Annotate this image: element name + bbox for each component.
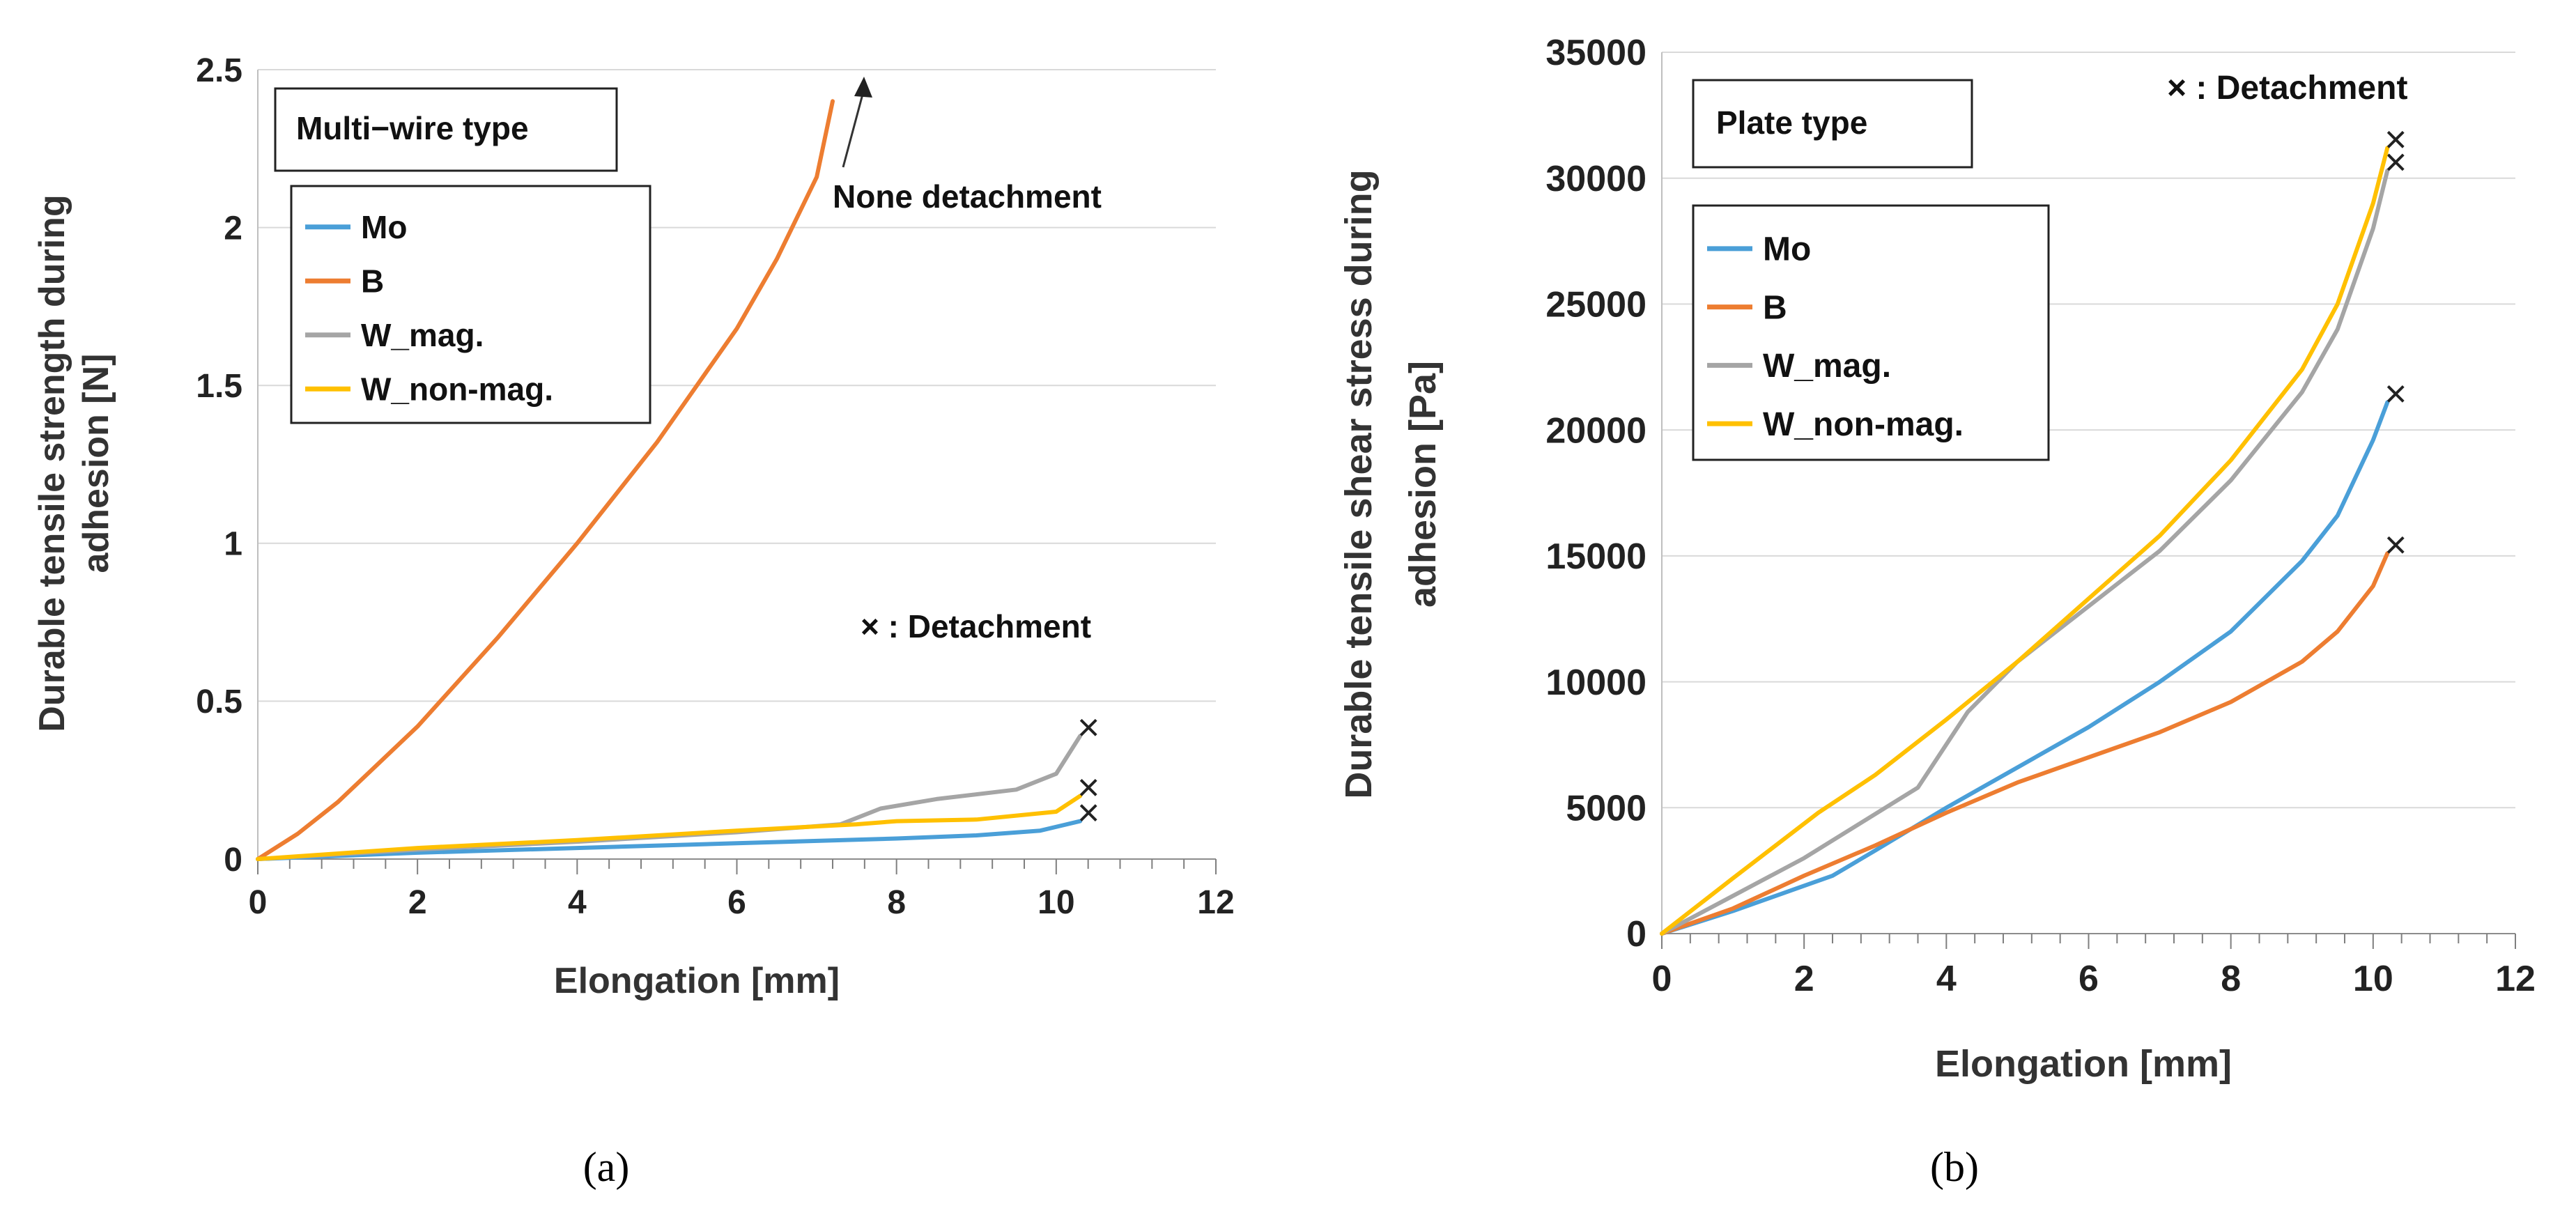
series-line-3 [256,794,1083,861]
x-tick-label: 12 [1197,884,1234,921]
annotation-text: × : Detachment [2167,70,2407,107]
annotation-text: None detachment [833,178,1102,215]
detachment-marker [2386,385,2405,403]
y-tick-label: 0 [1626,914,1646,955]
y-tick-label: 30000 [1545,159,1646,199]
series-line-0 [1660,400,2390,936]
y-tick-label: 1.5 [196,368,242,405]
y-axis-label: Durable tensile strength during [32,194,72,732]
x-tick-label: 2 [1794,959,1814,999]
y-tick-label: 5000 [1566,788,1646,828]
x-tick-label: 8 [2221,959,2241,999]
y-tick-label: 0.5 [196,683,242,720]
type-box-label: Plate type [1716,105,1867,141]
x-tick-label: 6 [2078,959,2099,999]
type-box-label: Multi−wire type [296,110,529,146]
legend-label: B [1763,289,1787,326]
detachment-marker [1079,804,1097,822]
x-tick-label: 12 [2495,959,2536,999]
y-tick-label: 10000 [1545,663,1646,703]
x-tick-label: 10 [2353,959,2393,999]
panel-label: (b) [1930,1144,1979,1190]
x-tick-label: 8 [887,884,906,921]
x-tick-label: 0 [249,884,268,921]
x-tick-label: 10 [1038,884,1074,921]
legend-label: W_mag. [1763,348,1891,385]
x-axis-label: Elongation [mm] [554,961,840,1001]
series-line-0 [256,819,1083,861]
detachment-marker [2386,153,2405,171]
detachment-marker [1079,778,1097,796]
type-box [274,87,618,172]
legend-label: Mo [1763,231,1811,268]
y-tick-label: 0 [224,842,242,879]
legend-label: Mo [361,209,407,245]
x-axis-label: Elongation [mm] [1935,1043,2232,1085]
series-line-2 [1660,168,2390,936]
detachment-marker [2386,536,2405,554]
y-axis-label: adhesion [N] [76,354,116,573]
series-line-3 [1660,146,2390,936]
y-tick-label: 2 [224,210,242,247]
y-tick-label: 20000 [1545,410,1646,451]
legend-label: B [361,263,384,299]
detachment-marker [1079,718,1097,736]
legend-box [290,185,651,424]
x-tick-label: 2 [408,884,427,921]
type-box [1692,79,1973,169]
panel-label: (a) [583,1144,630,1190]
y-axis-label: Durable tensile shear stress during [1338,169,1380,798]
series-line-2 [256,734,1083,861]
x-tick-label: 4 [568,884,587,921]
y-tick-label: 35000 [1545,33,1646,73]
series-line-1 [256,99,835,861]
annotation-arrow [842,88,865,168]
arrow-head [854,77,872,98]
legend-label: W_non-mag. [361,371,553,407]
legend-label: W_non-mag. [1763,406,1964,443]
chart-b: 0 5000 10000 15000 20000 25000 30000 35000 0 2 4 6 8… [1338,33,2536,1190]
series-line-1 [1660,551,2390,936]
x-tick-label: 6 [727,884,746,921]
detachment-marker [2386,130,2405,148]
y-tick-label: 2.5 [196,52,242,89]
legend-label: W_mag. [361,317,484,353]
y-tick-label: 15000 [1545,536,1646,577]
y-tick-label: 25000 [1545,285,1646,325]
y-axis-label: adhesion [Pa] [1402,361,1444,608]
annotation-text: × : Detachment [861,608,1091,644]
x-tick-label: 4 [1936,959,1957,999]
y-tick-label: 1 [224,526,242,563]
x-tick-label: 0 [1652,959,1672,999]
